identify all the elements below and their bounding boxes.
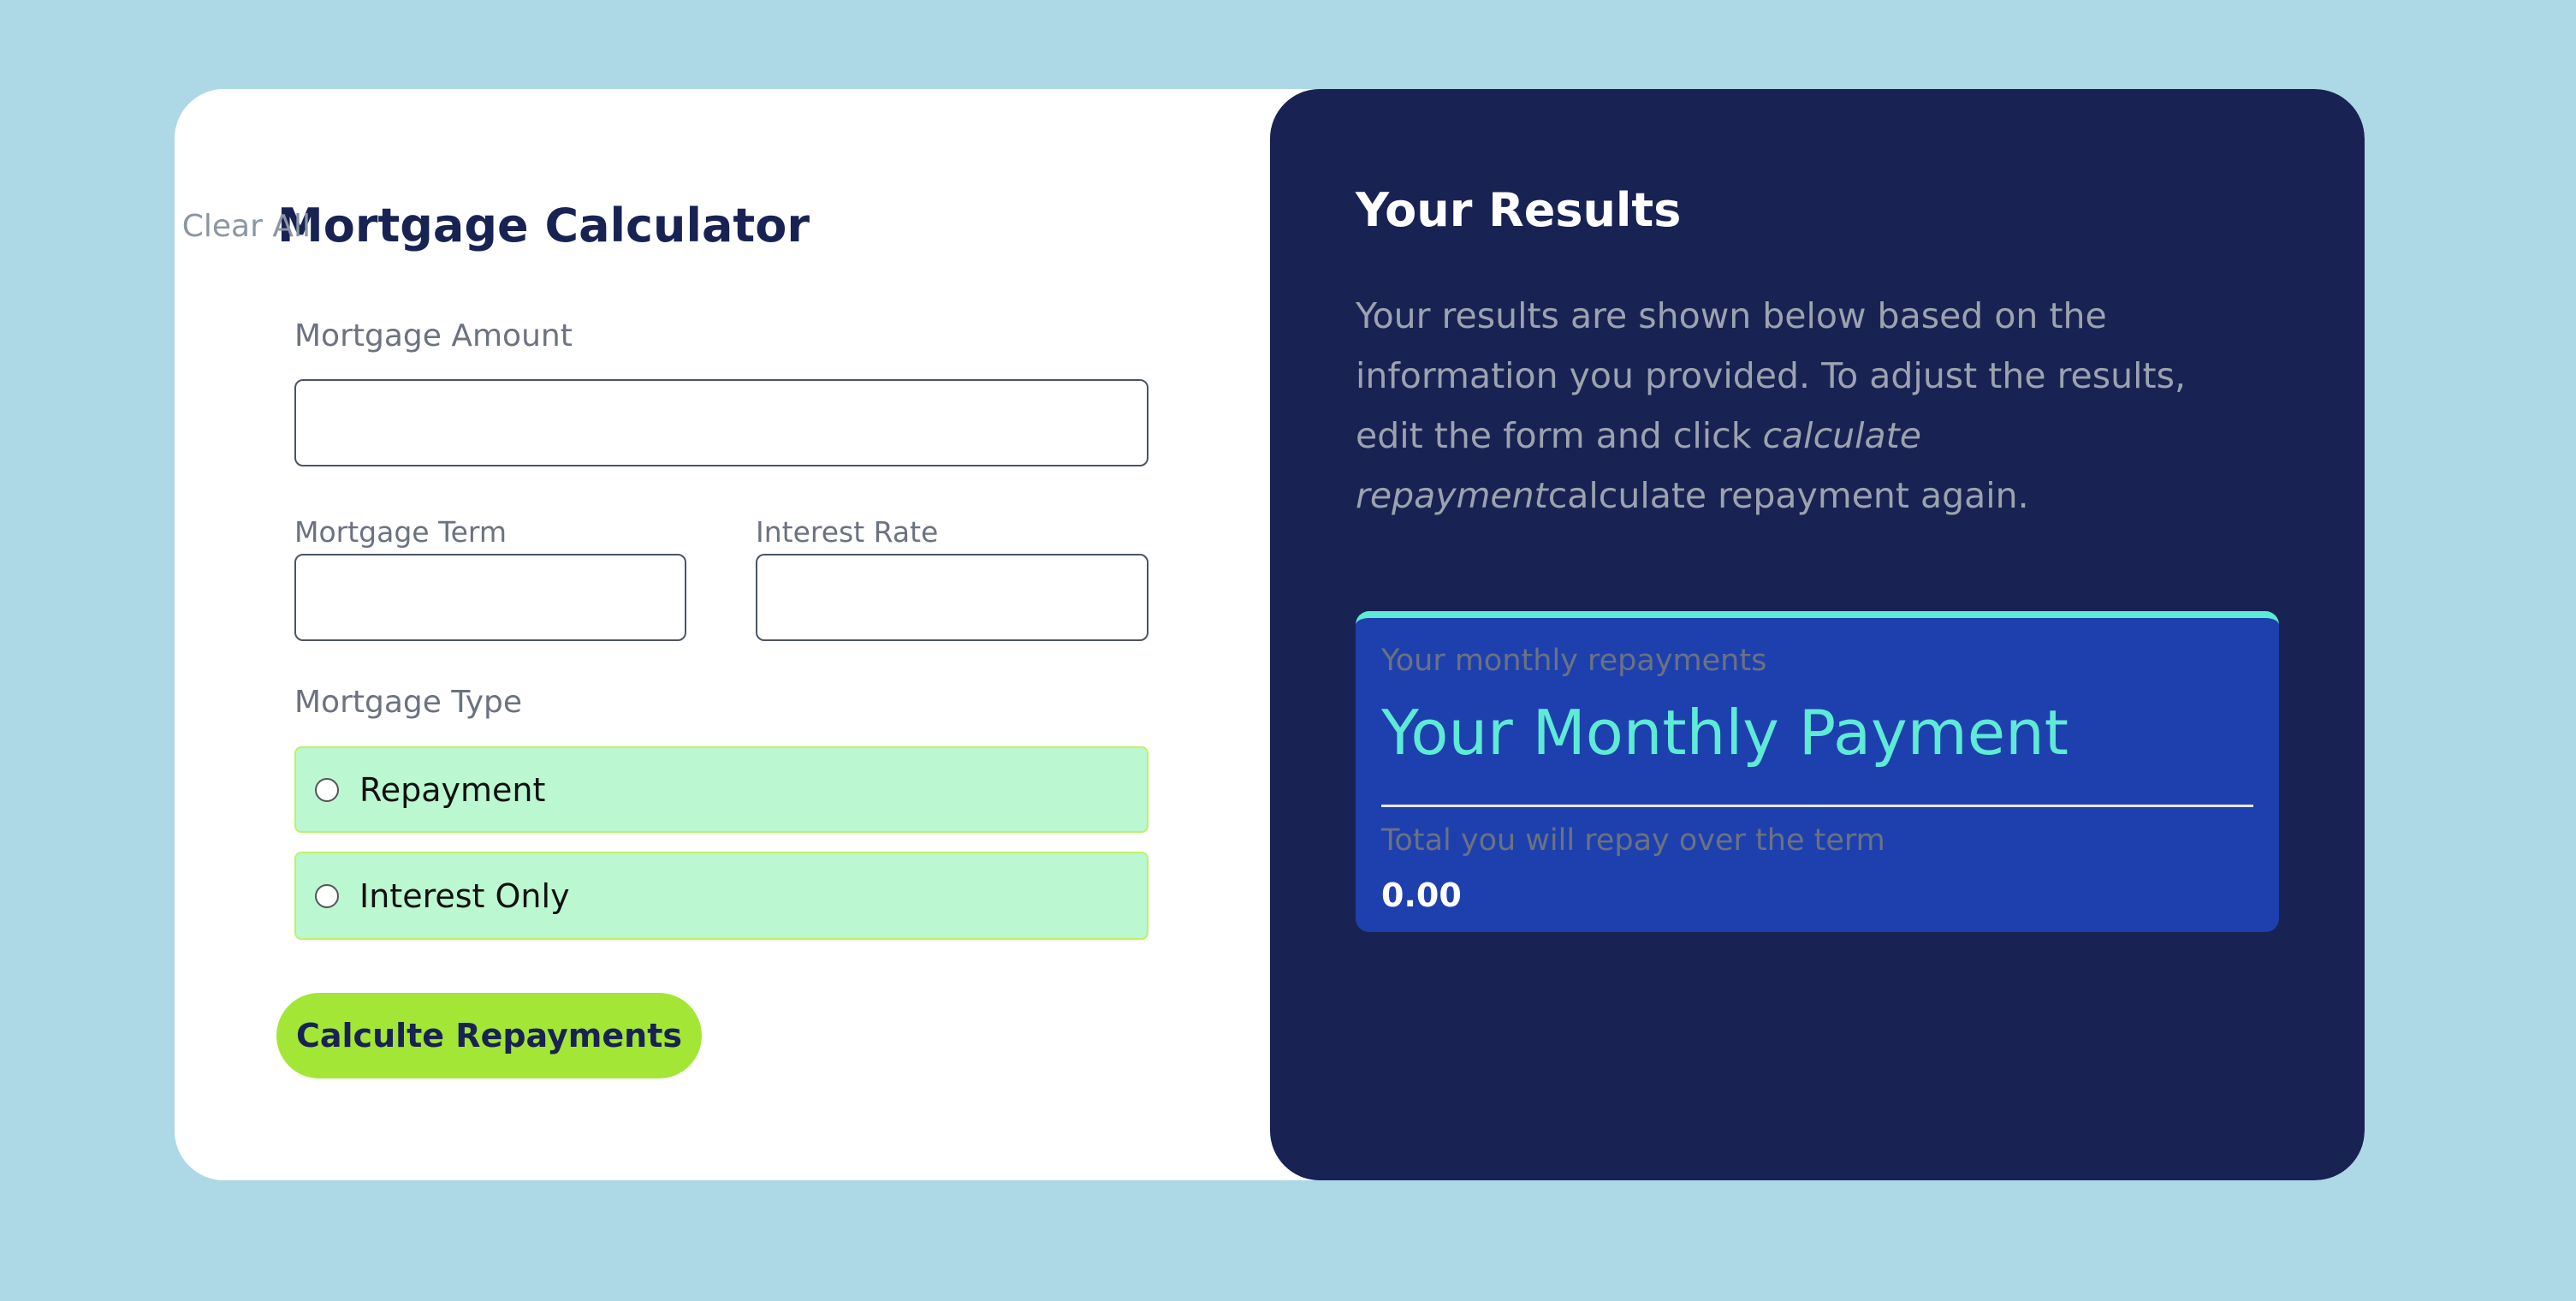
radio-label: Repayment: [359, 770, 546, 809]
mortgage-calculator-card: Mortgage Calculator Clear All Mortgage A…: [175, 89, 2365, 1180]
interest-rate-input[interactable]: [756, 554, 1149, 641]
radio-label: Interest Only: [359, 876, 570, 915]
monthly-repayments-label: Your monthly repayments: [1381, 644, 1767, 678]
results-panel: Your Results Your results are shown belo…: [1270, 89, 2365, 1180]
mortgage-term-label: Mortgage Term: [294, 515, 507, 549]
divider: [1381, 805, 2253, 807]
radio-circle-icon[interactable]: [315, 883, 339, 908]
results-box: Your monthly repayments Your Monthly Pay…: [1356, 611, 2279, 932]
mortgage-type-label: Mortgage Type: [294, 685, 523, 720]
results-title: Your Results: [1356, 183, 1682, 237]
radio-circle-icon[interactable]: [315, 777, 339, 802]
description-text: Your results are shown below based on th…: [1356, 295, 2186, 456]
results-description: Your results are shown below based on th…: [1356, 286, 2246, 526]
radio-repayment[interactable]: Repayment: [294, 746, 1149, 833]
form-panel: Mortgage Calculator Clear All Mortgage A…: [175, 89, 1270, 1180]
clear-all-link[interactable]: Clear All: [181, 209, 311, 244]
mortgage-amount-input[interactable]: [294, 379, 1149, 466]
interest-rate-label: Interest Rate: [756, 515, 939, 549]
radio-interest-only[interactable]: Interest Only: [294, 852, 1149, 940]
description-emphasis: calculate repayment: [1356, 415, 1921, 516]
description-text-end: calculate repayment again.: [1547, 475, 2029, 516]
page-title: Mortgage Calculator: [277, 199, 810, 252]
mortgage-term-input[interactable]: [294, 554, 686, 641]
total-repay-value: 0.00: [1381, 876, 1462, 914]
total-repay-label: Total you will repay over the term: [1381, 823, 1885, 858]
monthly-payment-value: Your Monthly Payment: [1381, 697, 2069, 769]
calculate-repayments-button[interactable]: Calculte Repayments: [276, 993, 702, 1078]
mortgage-amount-label: Mortgage Amount: [294, 318, 573, 353]
